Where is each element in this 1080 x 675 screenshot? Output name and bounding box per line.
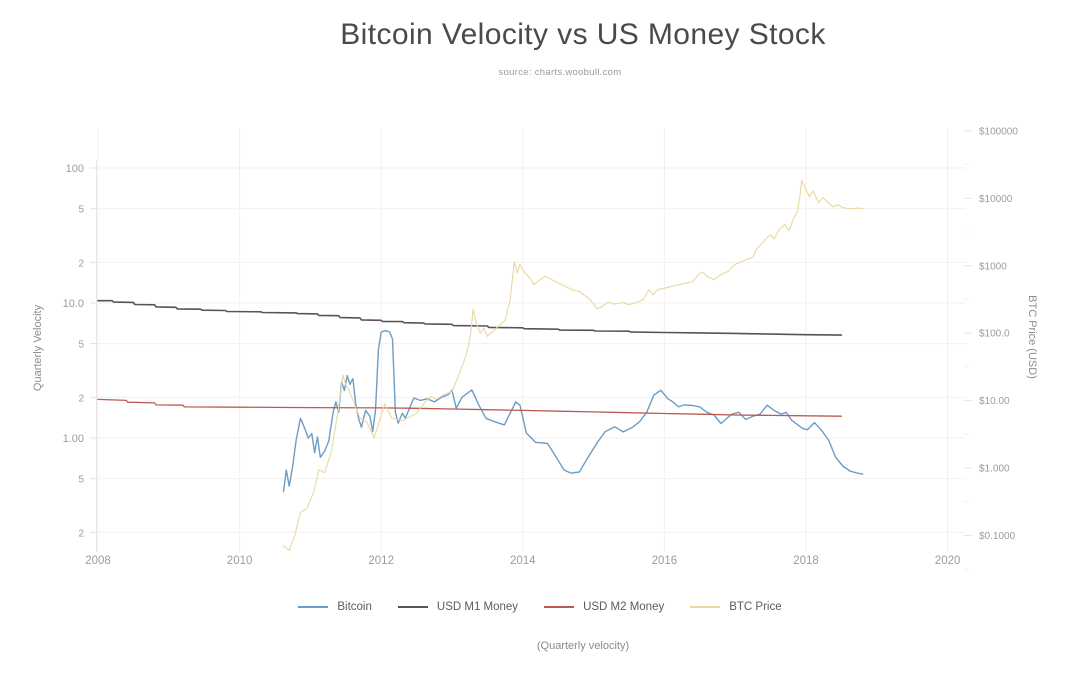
legend-item-btc-price[interactable]: BTC Price bbox=[690, 601, 782, 613]
y-axis-right-tick-label: $1000 bbox=[979, 261, 1007, 272]
y-axis-right-tick-label: $10.00 bbox=[979, 396, 1010, 407]
y-axis-left-tick-label: 2 bbox=[78, 258, 84, 269]
y-axis-right-tick-label: $0.1000 bbox=[979, 531, 1016, 542]
legend-swatch-usd-m1-money bbox=[397, 606, 428, 608]
x-axis-tick-label: 2020 bbox=[935, 555, 961, 567]
legend-swatch-usd-m2-money bbox=[544, 606, 575, 608]
x-axis-tick-label: 2018 bbox=[793, 555, 819, 567]
y-axis-left-tick-label: 5 bbox=[78, 475, 84, 486]
legend-swatch-btc-price bbox=[690, 606, 721, 608]
y-axis-left-tick-label: 2 bbox=[78, 393, 84, 404]
series-line-usd-m1-money bbox=[97, 299, 843, 336]
y-axis-left-tick-label: 5 bbox=[78, 205, 84, 216]
y-axis-left-tick-label: 2 bbox=[78, 528, 84, 539]
y-axis-left-tick-label: 10.0 bbox=[63, 298, 84, 310]
legend-label-usd-m1-money: USD M1 Money bbox=[436, 601, 519, 613]
y-axis-left-tick-label: 100 bbox=[66, 163, 84, 175]
x-axis-tick-label: 2010 bbox=[227, 555, 253, 567]
legend-swatch-bitcoin bbox=[298, 606, 329, 608]
legend-label-bitcoin: Bitcoin bbox=[337, 601, 372, 613]
y-axis-right-tick-label: $100.0 bbox=[979, 329, 1010, 340]
y-axis-left-tick-label: 5 bbox=[78, 340, 84, 351]
legend-item-usd-m1-money[interactable]: USD M1 Money bbox=[397, 601, 519, 613]
y-axis-right-tick-label: $1.000 bbox=[979, 464, 1010, 475]
legend-label-btc-price: BTC Price bbox=[729, 601, 782, 613]
y-axis-right-tick-label: $100000 bbox=[979, 127, 1018, 138]
series-line-usd-m2-money bbox=[97, 398, 843, 417]
x-axis-tick-label: 2008 bbox=[85, 555, 111, 567]
legend-item-usd-m2-money[interactable]: USD M2 Money bbox=[544, 601, 664, 613]
legend-label-usd-m2-money: USD M2 Money bbox=[583, 601, 665, 613]
x-axis-tick-label: 2016 bbox=[652, 555, 678, 567]
legend: Bitcoin USD M1 Money USD M2 Money BTC Pr… bbox=[0, 601, 1080, 613]
chart-title: Bitcoin Velocity vs US Money Stock bbox=[340, 18, 826, 51]
legend-item-bitcoin[interactable]: Bitcoin bbox=[298, 601, 372, 613]
series-line-btc-price bbox=[282, 179, 864, 551]
y-axis-left-tick-label: 1.00 bbox=[63, 433, 84, 445]
chart-caption: (Quarterly velocity) bbox=[536, 640, 630, 652]
x-axis-tick-label: 2014 bbox=[510, 555, 536, 567]
chart-source-caption: source: charts.woobull.com bbox=[498, 67, 622, 78]
x-axis-tick-label: 2012 bbox=[368, 555, 394, 567]
y-axis-right-tick-label: $10000 bbox=[979, 194, 1013, 205]
